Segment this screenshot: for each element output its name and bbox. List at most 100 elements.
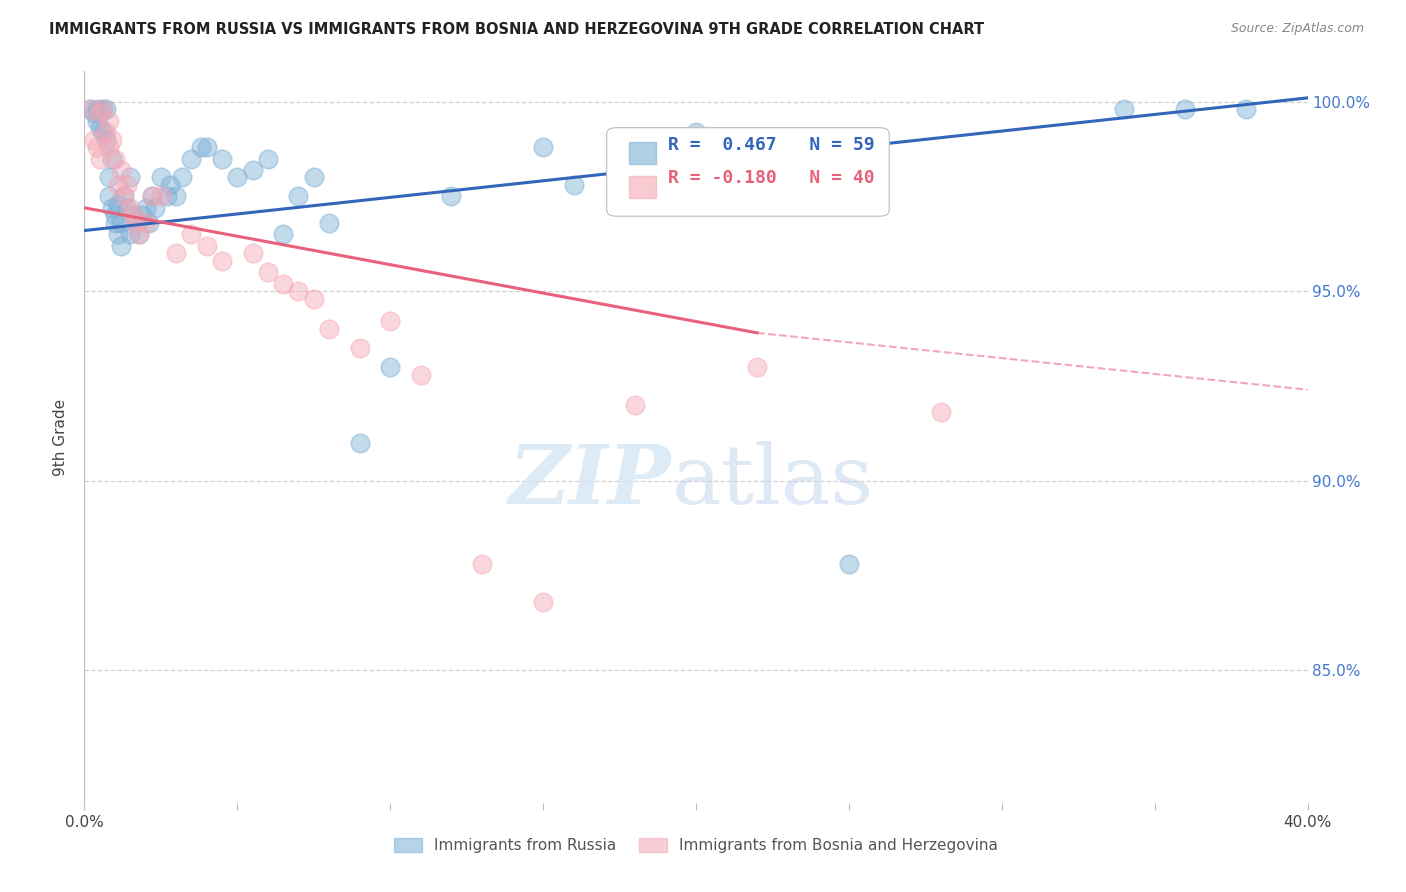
Point bbox=[120, 201, 142, 215]
Point bbox=[141, 189, 163, 203]
Point bbox=[128, 227, 150, 242]
Point bbox=[101, 152, 124, 166]
Point bbox=[471, 557, 494, 571]
Point bbox=[107, 227, 129, 242]
Point bbox=[91, 125, 114, 139]
Point bbox=[180, 152, 202, 166]
Point bbox=[135, 201, 157, 215]
Point bbox=[165, 189, 187, 203]
Point bbox=[380, 314, 402, 328]
Point bbox=[89, 106, 111, 120]
Point bbox=[131, 208, 153, 222]
Point bbox=[747, 170, 769, 185]
Point bbox=[149, 189, 172, 203]
Point bbox=[226, 170, 249, 185]
Point bbox=[91, 102, 114, 116]
Point bbox=[138, 216, 160, 230]
Point bbox=[94, 132, 117, 146]
Point bbox=[79, 102, 101, 116]
Point bbox=[302, 170, 325, 185]
Point bbox=[531, 140, 554, 154]
Text: ZIP: ZIP bbox=[509, 441, 672, 521]
Point bbox=[91, 102, 114, 116]
Point bbox=[287, 284, 309, 298]
Point bbox=[115, 201, 138, 215]
Point bbox=[83, 106, 105, 120]
Point bbox=[242, 162, 264, 177]
Point bbox=[318, 216, 340, 230]
Point bbox=[165, 246, 187, 260]
Point bbox=[172, 170, 194, 185]
Point bbox=[120, 227, 142, 242]
Point bbox=[190, 140, 212, 154]
Point bbox=[86, 140, 108, 154]
Point bbox=[120, 170, 142, 185]
Text: R = -0.180   N = 40: R = -0.180 N = 40 bbox=[668, 169, 875, 187]
Text: Source: ZipAtlas.com: Source: ZipAtlas.com bbox=[1230, 22, 1364, 36]
Point bbox=[747, 359, 769, 374]
Point bbox=[94, 102, 117, 116]
Point bbox=[101, 201, 124, 215]
Y-axis label: 9th Grade: 9th Grade bbox=[53, 399, 69, 475]
Point bbox=[624, 398, 647, 412]
Point bbox=[257, 265, 280, 279]
Point bbox=[380, 359, 402, 374]
Point bbox=[929, 405, 952, 419]
Point bbox=[211, 152, 233, 166]
Point bbox=[79, 102, 101, 116]
Point bbox=[195, 238, 218, 252]
Point bbox=[242, 246, 264, 260]
Point bbox=[271, 277, 294, 291]
Point bbox=[531, 595, 554, 609]
Point bbox=[562, 178, 585, 192]
Point bbox=[104, 152, 127, 166]
Point bbox=[97, 189, 120, 203]
Point bbox=[287, 189, 309, 203]
Point bbox=[112, 189, 135, 203]
Point bbox=[97, 113, 120, 128]
Text: atlas: atlas bbox=[672, 441, 873, 521]
Point bbox=[104, 208, 127, 222]
Point bbox=[1114, 102, 1136, 116]
Point bbox=[128, 227, 150, 242]
Point bbox=[97, 140, 120, 154]
Point bbox=[180, 227, 202, 242]
Point bbox=[271, 227, 294, 242]
Point bbox=[125, 216, 148, 230]
Point bbox=[211, 253, 233, 268]
Point bbox=[125, 216, 148, 230]
Point bbox=[409, 368, 432, 382]
Point bbox=[86, 113, 108, 128]
Point bbox=[107, 197, 129, 211]
Point bbox=[104, 216, 127, 230]
Legend: Immigrants from Russia, Immigrants from Bosnia and Herzegovina: Immigrants from Russia, Immigrants from … bbox=[387, 830, 1005, 861]
Point bbox=[195, 140, 218, 154]
Point bbox=[110, 216, 132, 230]
Point bbox=[156, 189, 179, 203]
Point bbox=[318, 322, 340, 336]
Point bbox=[149, 170, 172, 185]
Point bbox=[135, 216, 157, 230]
Point bbox=[97, 170, 120, 185]
FancyBboxPatch shape bbox=[628, 143, 655, 164]
Point bbox=[302, 292, 325, 306]
Point bbox=[349, 435, 371, 450]
Point bbox=[349, 341, 371, 355]
Point bbox=[122, 208, 145, 222]
Point bbox=[115, 178, 138, 192]
Point bbox=[86, 102, 108, 116]
Point bbox=[94, 125, 117, 139]
Point bbox=[89, 121, 111, 136]
Point bbox=[101, 132, 124, 146]
FancyBboxPatch shape bbox=[606, 128, 889, 216]
Point bbox=[89, 106, 111, 120]
Point bbox=[110, 162, 132, 177]
FancyBboxPatch shape bbox=[628, 176, 655, 198]
Point bbox=[141, 189, 163, 203]
Point bbox=[122, 208, 145, 222]
Point bbox=[1174, 102, 1197, 116]
Point bbox=[143, 201, 166, 215]
Point bbox=[83, 132, 105, 146]
Point bbox=[838, 557, 860, 571]
Point bbox=[685, 125, 707, 139]
